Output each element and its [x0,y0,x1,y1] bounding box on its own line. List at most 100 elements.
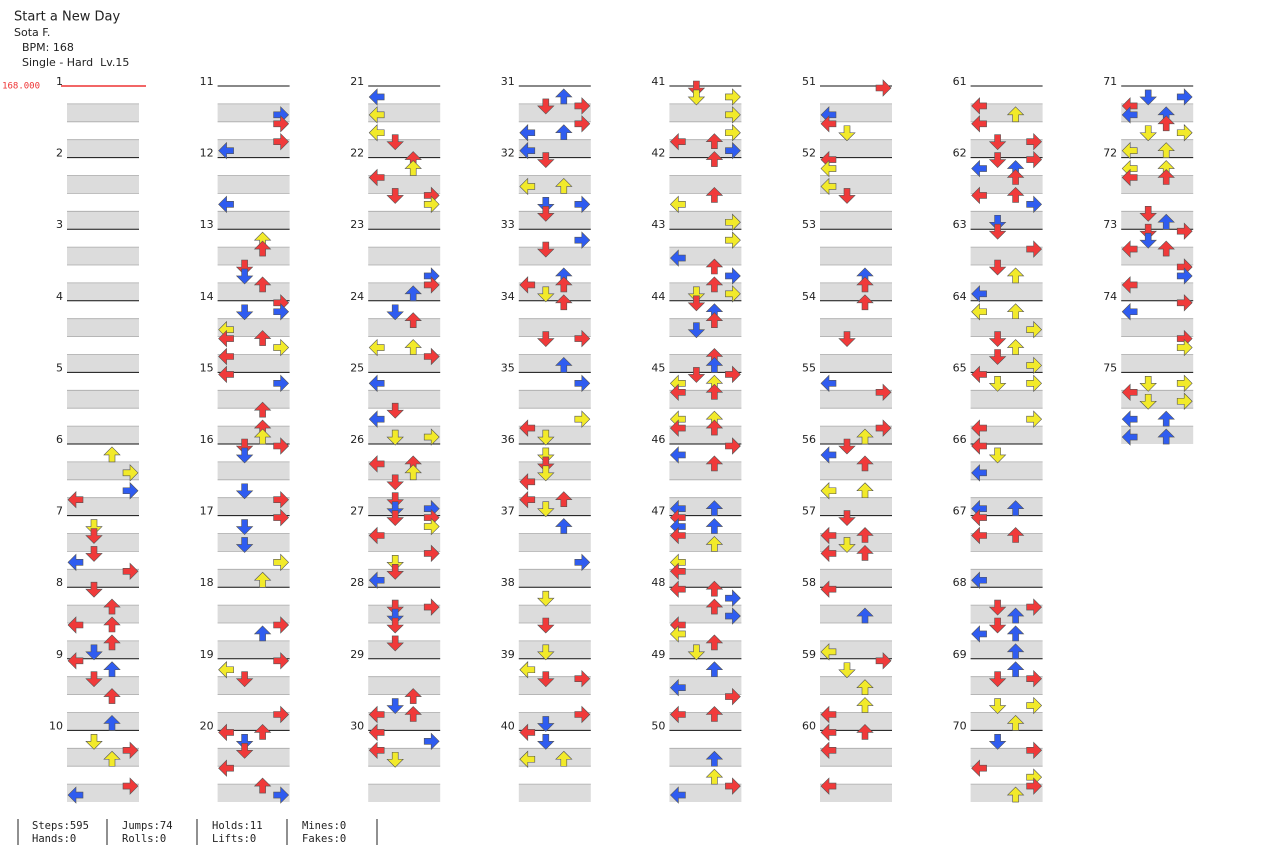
note-arrow [537,617,555,634]
note-arrow [687,367,706,383]
note-arrow [705,357,724,373]
note-arrow [103,688,121,704]
note-arrow [85,519,103,535]
note-arrow [103,598,121,615]
note-arrow [386,501,404,518]
note-arrow [519,473,536,491]
note-arrow [1157,115,1175,132]
note-arrow [856,294,874,311]
note-arrow [235,268,254,285]
note-arrow [669,678,686,697]
beat-band [820,712,892,731]
beat-band [1121,175,1194,194]
note-arrow [404,688,422,704]
note-arrow [1121,303,1138,321]
note-arrow [820,115,837,133]
song-title: Start a New Day [14,10,120,25]
beat-band [970,318,1043,337]
note-arrow [669,419,686,437]
note-arrow [705,750,724,767]
beat-band [368,569,441,588]
note-arrow [669,786,686,804]
stat: Rolls:0 [122,833,166,845]
beat-band [67,103,139,122]
note-arrow [404,160,422,176]
note-arrow [555,276,573,293]
note-arrow [519,661,536,679]
beat-band [67,282,139,301]
measure-grid: 1234567891011121314151617181920212223242… [2,75,1194,802]
note-arrow [705,312,724,329]
note-arrow [1176,294,1193,312]
note-arrow [875,652,892,670]
note-arrow [386,608,404,625]
note-arrow [725,365,741,384]
note-arrow [1006,643,1025,660]
note-arrow [235,537,254,553]
beat-band [368,533,441,552]
note-arrow [519,276,536,294]
note-arrow [519,141,536,160]
measure-number: 15 [200,361,214,374]
measure-number: 21 [350,75,364,88]
beat-band [1121,103,1194,122]
note-arrow [404,706,422,722]
note-arrow [85,734,103,750]
measure-number: 70 [953,719,967,732]
note-arrow [1006,186,1025,203]
note-arrow [368,88,385,106]
note-arrow [404,312,422,329]
measure-number: 26 [350,433,364,446]
measure-number: 54 [802,290,816,303]
beat-band [669,676,742,695]
note-arrow [537,734,555,750]
note-arrow [423,347,440,366]
note-arrow [103,750,121,767]
note-arrow [537,286,555,303]
note-arrow [273,303,290,321]
beat-band [669,175,742,194]
note-arrow [705,419,724,436]
note-arrow [574,410,591,428]
beat-band [368,282,441,301]
note-arrow [386,402,404,419]
note-arrow [273,374,290,393]
measure-number: 4 [56,290,63,303]
beat-band [970,175,1043,194]
stat: Jumps:74 [122,820,173,832]
note-arrow [1006,339,1025,355]
note-arrow [820,446,837,464]
measure-number: 71 [1103,75,1117,88]
beat-band [67,497,139,516]
note-arrow [971,115,987,133]
note-arrow [519,177,536,196]
measure-number: 3 [56,218,63,231]
note-arrow [971,571,987,589]
note-arrow [273,115,290,133]
note-arrow [235,734,254,750]
note-arrow [669,705,686,724]
measure-number: 49 [651,648,665,661]
note-arrow [669,132,686,151]
note-arrow [555,88,573,105]
measure-number: 11 [200,75,214,88]
note-arrow [386,304,404,321]
measure-number: 34 [501,290,515,303]
beat-band [217,784,290,802]
note-arrow [574,374,591,393]
note-arrow [253,777,272,794]
beat-band [67,318,139,337]
note-arrow [1006,661,1025,678]
beat-band [217,390,290,409]
beat-band [1121,426,1194,444]
beat-band [820,569,892,588]
beat-band [820,426,892,444]
note-arrow [574,329,591,348]
note-arrow [386,474,404,491]
beat-band [368,318,441,337]
measure-number: 27 [350,505,364,518]
measure-number: 12 [200,147,214,160]
note-arrow [971,365,987,384]
measure-number: 74 [1103,290,1117,303]
